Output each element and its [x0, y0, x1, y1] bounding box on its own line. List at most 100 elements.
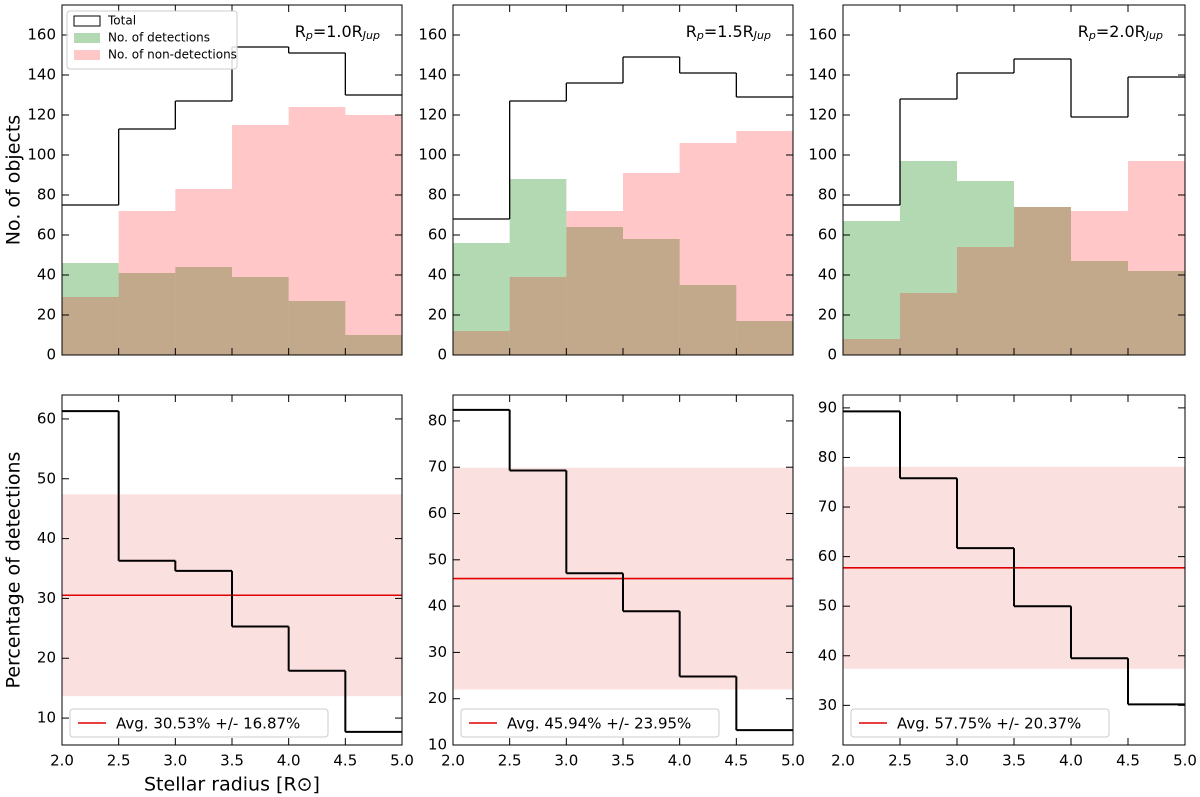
y-tick-label: 160 [808, 26, 837, 44]
y-tick-label: 40 [818, 266, 837, 284]
x-tick-label: 3.0 [554, 752, 578, 770]
x-tick-label: 3.0 [163, 752, 187, 770]
panel: 0 20 40 60 80 100 120 140 160 Rp=1.5RJup [418, 4, 794, 364]
annotation-part: p [305, 29, 313, 42]
y-tick-label: 40 [37, 266, 56, 284]
y-tick-label: 80 [818, 448, 837, 466]
bar [1128, 271, 1185, 355]
y-tick-label: 10 [428, 736, 447, 754]
x-tick-label: 2.5 [498, 752, 522, 770]
x-tick-label: 4.0 [277, 752, 301, 770]
panel: Avg. 45.94% +/- 23.95% 10 20 30 40 50 60 70 80 2.… [428, 394, 805, 770]
y-tick-label: 20 [37, 649, 56, 667]
bar [843, 339, 900, 355]
bar [679, 143, 737, 355]
panel: 0 20 40 60 80 100 120 140 160 Rp=2.0RJup [808, 4, 1186, 364]
bar [736, 321, 793, 355]
x-tick-label: 4.5 [724, 752, 748, 770]
legend-label: Avg. 57.75% +/- 20.37% [897, 715, 1081, 733]
bar [175, 267, 232, 355]
annotation: Rp=1.5RJup [686, 22, 771, 43]
bar [900, 161, 957, 355]
plot-area [62, 410, 402, 733]
legend-label: Avg. 30.53% +/- 16.87% [116, 715, 300, 733]
bar [736, 131, 793, 355]
legend-swatch [74, 33, 100, 43]
x-tick-label: 2.0 [50, 752, 74, 770]
x-tick-label: 3.5 [220, 752, 244, 770]
bar [1071, 261, 1128, 355]
x-tick-label: 2.0 [441, 752, 465, 770]
legend: Avg. 30.53% +/- 16.87% [69, 708, 329, 738]
y-tick-label: 80 [818, 186, 837, 204]
bar [175, 189, 232, 355]
y-tick-label: 0 [46, 346, 56, 364]
bar [453, 243, 510, 355]
legend-label: Total [107, 14, 136, 28]
legend: Avg. 57.75% +/- 20.37% [850, 708, 1110, 738]
bar [1071, 211, 1128, 355]
y-tick-label: 80 [428, 411, 447, 429]
y-tick-label: 40 [428, 266, 447, 284]
x-tick-label: 4.5 [333, 752, 357, 770]
plot-area [453, 56, 793, 355]
y-tick-label: 10 [37, 709, 56, 727]
annotation-part: p [1088, 29, 1096, 42]
x-tick-label: 4.5 [1116, 752, 1140, 770]
y-tick-label: 30 [818, 696, 837, 714]
x-tick-label: 3.5 [1002, 752, 1026, 770]
bar [118, 211, 176, 355]
y-axis-label: Percentage of detections [3, 452, 25, 689]
y-tick-label: 20 [428, 306, 447, 324]
y-tick-label: 60 [428, 226, 447, 244]
bar [1014, 207, 1071, 355]
annotation-part: Jup [361, 29, 380, 42]
y-tick-label: 70 [818, 498, 837, 516]
annotation: Rp=2.0RJup [1078, 22, 1163, 43]
x-tick-label: 5.0 [390, 752, 414, 770]
y-tick-label: 60 [37, 226, 56, 244]
legend-label: Avg. 45.94% +/- 23.95% [507, 715, 691, 733]
bar [1014, 207, 1071, 355]
y-tick-label: 80 [428, 186, 447, 204]
y-tick-label: 70 [428, 458, 447, 476]
x-tick-label: 5.0 [781, 752, 805, 770]
y-tick-label: 50 [428, 550, 447, 568]
y-tick-label: 50 [37, 469, 56, 487]
y-tick-label: 140 [27, 66, 56, 84]
y-tick-label: 140 [418, 66, 447, 84]
bar [509, 179, 567, 355]
annotation-part: =1.5R [704, 22, 754, 41]
legend: Total No. of detections No. of non-detecti… [66, 10, 238, 70]
y-tick-label: 40 [818, 646, 837, 664]
y-tick-label: 160 [27, 26, 56, 44]
y-tick-label: 90 [818, 398, 837, 416]
annotation-part: R [295, 22, 306, 41]
bar [62, 263, 119, 355]
panel: Avg. 57.75% +/- 20.37% 30 40 50 60 70 80 90 2.0 2… [818, 394, 1197, 770]
y-tick-label: 120 [418, 106, 447, 124]
y-tick-label: 0 [827, 346, 837, 364]
legend-swatch [73, 15, 101, 27]
y-tick-label: 140 [808, 66, 837, 84]
plot-area [62, 46, 402, 355]
bar [1128, 161, 1185, 355]
bar [679, 285, 737, 355]
legend-box [850, 708, 1110, 738]
y-tick-label: 20 [37, 306, 56, 324]
legend-box [66, 10, 238, 70]
bar [232, 125, 289, 355]
y-tick-label: 50 [818, 597, 837, 615]
bar [566, 211, 623, 355]
bar [288, 107, 346, 355]
y-tick-label: 60 [818, 547, 837, 565]
y-tick-label: 40 [428, 597, 447, 615]
annotation-part: R [1078, 22, 1089, 41]
bar [623, 239, 680, 355]
bar [566, 227, 623, 355]
bar [900, 293, 957, 355]
x-tick-label: 2.5 [107, 752, 131, 770]
y-tick-label: 160 [418, 26, 447, 44]
x-tick-label: 3.0 [945, 752, 969, 770]
